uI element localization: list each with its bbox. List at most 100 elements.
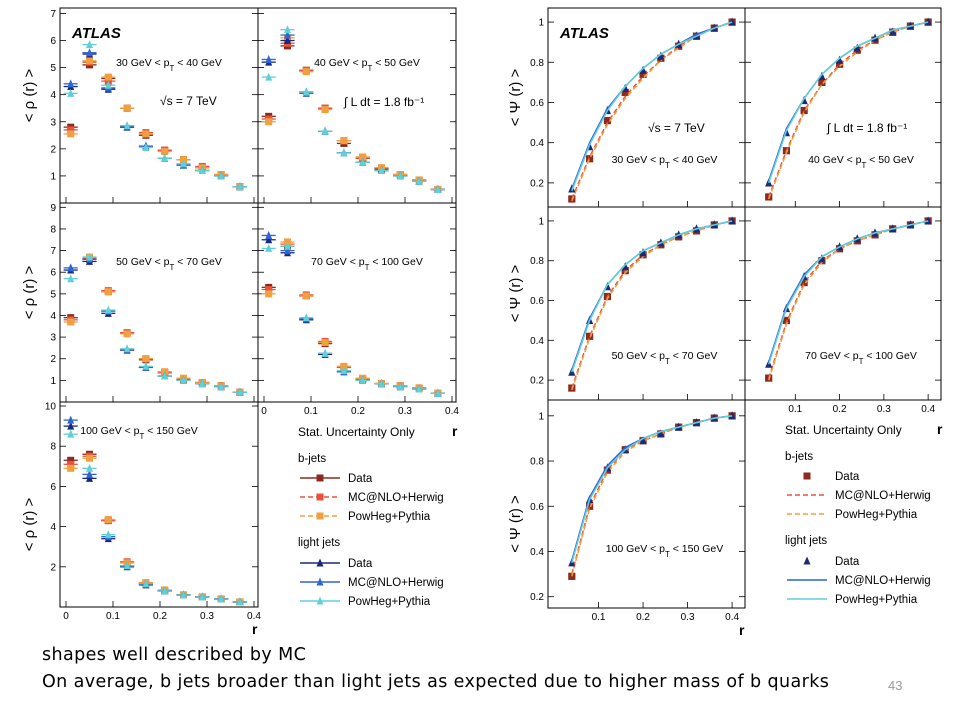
series-light-jets-data xyxy=(63,49,247,191)
data-point xyxy=(800,279,808,287)
legend-item: PowHeg+Pythia xyxy=(300,596,431,608)
data-point xyxy=(67,460,75,468)
data-point xyxy=(415,384,423,393)
legend-label: PowHeg+Pythia xyxy=(835,509,918,521)
y-tick-label: 8 xyxy=(50,224,56,235)
y-tick-label: 7 xyxy=(50,246,56,257)
series-b-jets-powheg-pythia xyxy=(571,220,733,391)
legend-label: Data xyxy=(835,556,860,568)
x-tick-label: 0.1 xyxy=(592,612,606,623)
x-axis-title: r xyxy=(452,423,458,439)
y-tick-label: 6 xyxy=(50,268,56,279)
x-axis-title: r xyxy=(937,421,943,437)
data-point xyxy=(378,379,385,388)
y-axis-title-row-1: < Ψ (r) > xyxy=(507,68,524,126)
series-light-jets-mc-nlo-herwig xyxy=(261,30,445,193)
legend-item: Data xyxy=(803,471,860,483)
legend-item: PowHeg+Pythia xyxy=(787,509,918,521)
data-point xyxy=(104,80,112,89)
y-tick-label: 0.4 xyxy=(530,547,544,558)
data-point xyxy=(180,159,187,168)
series-b-jets-data xyxy=(63,61,247,191)
data-point xyxy=(104,305,112,314)
y-tick-label: 0.4 xyxy=(530,138,544,149)
data-point xyxy=(359,375,367,384)
data-point xyxy=(236,387,244,396)
data-point xyxy=(142,355,150,363)
data-point xyxy=(67,421,75,430)
series-light-jets-powheg-pythia xyxy=(261,25,445,193)
series-light-jets-mc-nlo-herwig xyxy=(571,220,733,371)
panel-frame xyxy=(744,206,942,401)
y-tick-label: 1 xyxy=(538,216,544,227)
data-point xyxy=(198,379,206,388)
data-point xyxy=(728,411,736,420)
data-point xyxy=(657,429,665,438)
y-axis-title-row-3: < Ψ (r) > xyxy=(507,495,524,553)
series-light-jets-data xyxy=(63,256,247,396)
data-point xyxy=(67,79,75,88)
data-point xyxy=(265,72,273,81)
legend-item: PowHeg+Pythia xyxy=(787,594,918,606)
x-tick-label: 0.1 xyxy=(304,406,318,417)
legend-label: MC@NLO+Herwig xyxy=(835,575,931,587)
panel-frame xyxy=(59,401,259,608)
data-point xyxy=(104,530,112,539)
legend-stat-note: Stat. Uncertainty Only xyxy=(298,425,415,439)
legend-group-light: light jets xyxy=(298,537,340,549)
legend-marker xyxy=(316,512,324,520)
data-point xyxy=(67,274,75,283)
data-point xyxy=(265,235,273,244)
y-tick-label: 0.2 xyxy=(530,592,544,603)
series-light-jets-powheg-pythia xyxy=(767,220,929,365)
legend-label: Data xyxy=(348,558,373,570)
data-point xyxy=(67,464,75,472)
series-light-jets-powheg-pythia xyxy=(571,21,733,192)
legend-marker xyxy=(316,474,324,482)
data-point xyxy=(378,166,385,174)
y-axis-title-row-2: < Ψ (r) > xyxy=(507,264,524,322)
data-point xyxy=(67,318,75,326)
y-axis-title-row-1: < ρ (r) > xyxy=(21,68,38,122)
mc-curve xyxy=(571,415,733,563)
panel-frame xyxy=(257,202,457,403)
series-light-jets-data xyxy=(568,17,736,193)
y-tick-label: 0.6 xyxy=(530,296,544,307)
series-b-jets-mc-nlo-herwig xyxy=(768,21,929,198)
data-point xyxy=(621,88,629,97)
data-point xyxy=(396,382,404,391)
legend-label: PowHeg+Pythia xyxy=(835,594,918,606)
data-point xyxy=(728,17,736,26)
panel-label: 40 GeV < pT < 50 GeV xyxy=(314,57,420,73)
data-point xyxy=(123,121,131,130)
x-tick-label: 0.2 xyxy=(153,611,167,622)
legend-label: MC@NLO+Herwig xyxy=(348,492,444,504)
psi-figure: 0.2 0.4 0.6 0.8 1 30 GeV < pT < 40 GeV 40 GeV … xyxy=(507,7,943,638)
panel-label: 70 GeV < pT < 100 GeV xyxy=(805,350,917,366)
legend-item: PowHeg+Pythia xyxy=(300,511,431,523)
panel-label: 30 GeV < pT < 40 GeV xyxy=(116,57,222,73)
data-point xyxy=(639,70,647,78)
data-point xyxy=(67,429,75,438)
panel-label: 50 GeV < pT < 70 GeV xyxy=(116,256,222,272)
y-tick-label: 8 xyxy=(50,442,56,453)
legend: Stat. Uncertainty Only b-jets light jets Da… xyxy=(298,425,444,608)
series-b-jets-powheg-pythia xyxy=(63,253,247,396)
data-point xyxy=(924,17,932,26)
data-point xyxy=(67,126,75,134)
data-point xyxy=(586,155,594,163)
mc-curve xyxy=(571,21,733,202)
data-point xyxy=(123,330,131,338)
legend: Stat. Uncertainty Only b-jets light jets Da… xyxy=(785,423,931,606)
legend-group-b: b-jets xyxy=(298,453,326,465)
mc-curve xyxy=(768,21,929,184)
series-b-jets-mc-nlo-herwig xyxy=(63,254,247,396)
rho-figure-panel-3: 1 2 3 4 5 6 7 8 9 50 GeV < pT < 70 GeV xyxy=(50,202,259,403)
series-light-jets-powheg-pythia xyxy=(768,21,929,184)
y-tick-label: 3 xyxy=(50,333,56,344)
atlas-label: ATLAS xyxy=(559,25,609,42)
y-tick-label: 0.2 xyxy=(530,376,544,387)
data-point xyxy=(180,375,187,384)
data-point xyxy=(142,361,150,370)
legend-marker xyxy=(316,596,324,605)
